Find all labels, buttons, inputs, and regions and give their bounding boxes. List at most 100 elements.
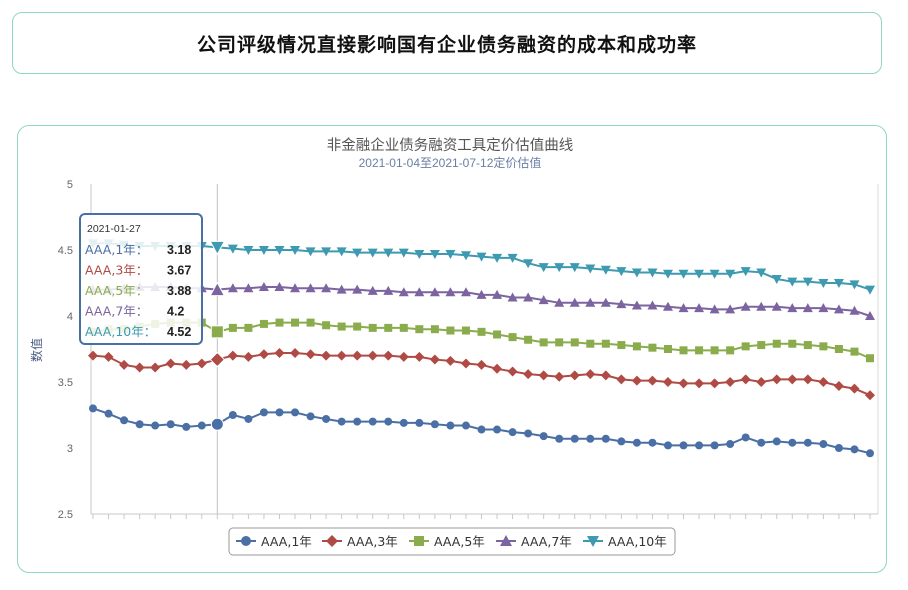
data-point — [678, 303, 689, 313]
data-point — [291, 318, 300, 327]
data-point — [850, 445, 859, 454]
data-point — [771, 374, 782, 385]
series-line — [92, 351, 871, 397]
data-point — [725, 377, 736, 387]
chart-subtitle: 2021-01-04至2021-07-12定价估值 — [359, 155, 542, 170]
data-point — [772, 339, 781, 348]
data-point — [275, 408, 284, 417]
data-point — [414, 351, 425, 362]
data-point — [756, 301, 767, 311]
data-point — [384, 323, 393, 332]
tooltip-series-label: AAA,5年： — [85, 283, 148, 298]
data-point — [849, 280, 860, 290]
data-point — [787, 303, 798, 313]
data-point — [274, 347, 285, 358]
data-point — [555, 338, 564, 347]
data-point — [321, 350, 332, 361]
data-point — [305, 247, 316, 257]
data-point — [493, 330, 502, 339]
data-point — [586, 434, 595, 443]
data-point — [430, 420, 439, 429]
data-point — [709, 378, 720, 389]
data-point — [119, 359, 130, 370]
data-point — [662, 377, 673, 387]
legend-item-2[interactable]: AAA,3年 — [322, 534, 398, 549]
data-point — [244, 414, 253, 423]
data-point — [570, 434, 579, 443]
data-point — [740, 374, 751, 385]
data-point — [383, 350, 394, 361]
data-point — [569, 370, 580, 381]
data-point — [104, 409, 113, 418]
data-point — [865, 311, 875, 320]
data-point — [460, 287, 471, 297]
data-point — [834, 345, 843, 353]
data-point — [210, 325, 224, 339]
data-point — [741, 342, 750, 351]
tooltip-series-label: AAA,1年： — [85, 242, 148, 257]
data-point — [429, 249, 440, 259]
y-tick-label: 3 — [67, 443, 73, 455]
legend-label: AAA,10年 — [608, 534, 667, 549]
legend-item-5[interactable]: AAA,10年 — [583, 534, 667, 549]
data-point — [866, 449, 874, 458]
data-point — [305, 349, 316, 360]
data-point — [209, 240, 226, 256]
data-point — [802, 277, 813, 287]
data-point — [165, 358, 176, 369]
data-point — [740, 267, 751, 277]
data-point — [150, 362, 161, 373]
data-point — [740, 301, 751, 311]
data-point — [834, 444, 843, 452]
legend-item-1[interactable]: AAA,1年 — [236, 534, 312, 549]
tooltip: 2021-01-27 AAA,1年： 3.18 AAA,3年： 3.67 AAA,5年： 3… — [79, 213, 203, 345]
data-point — [258, 281, 269, 291]
data-point — [850, 347, 859, 356]
legend-item-3[interactable]: AAA,5年 — [409, 534, 485, 549]
data-point — [632, 438, 641, 447]
data-point — [802, 303, 813, 313]
data-point — [679, 346, 688, 355]
data-point — [569, 297, 580, 307]
data-point — [500, 535, 512, 546]
data-point — [228, 411, 237, 419]
data-point — [460, 358, 471, 369]
data-point — [555, 434, 564, 443]
data-point — [197, 421, 206, 430]
data-point — [585, 264, 596, 274]
data-point — [600, 370, 611, 381]
legend-label: AAA,3年 — [347, 534, 398, 549]
data-point — [507, 292, 518, 302]
data-point — [399, 323, 408, 332]
data-point — [523, 369, 534, 380]
data-point — [290, 283, 301, 293]
y-axis-label: 数值 — [29, 338, 44, 362]
data-point — [429, 354, 440, 365]
data-point — [414, 249, 425, 259]
data-point — [290, 347, 301, 358]
data-point — [244, 323, 253, 332]
data-point — [725, 304, 736, 314]
tooltip-date: 2021-01-27 — [87, 223, 141, 235]
legend-label: AAA,5年 — [434, 534, 485, 549]
data-point — [833, 304, 844, 314]
data-point — [849, 383, 860, 394]
series-line — [93, 242, 871, 291]
data-point — [757, 341, 766, 350]
data-point — [524, 335, 533, 344]
data-point — [662, 269, 673, 279]
tooltip-value: 3.67 — [167, 264, 191, 278]
data-point — [694, 269, 705, 279]
data-point — [337, 417, 346, 426]
data-point — [694, 378, 705, 389]
data-point — [585, 297, 596, 307]
data-point — [384, 417, 393, 426]
data-point — [227, 244, 238, 254]
legend[interactable]: AAA,1年 AAA,3年 AAA,5年 AAA,7年 AAA,10年 — [228, 527, 676, 556]
data-point — [587, 536, 599, 547]
data-point — [414, 287, 425, 297]
data-point — [787, 277, 798, 287]
data-point — [833, 279, 844, 288]
data-point — [695, 346, 704, 355]
legend-item-4[interactable]: AAA,7年 — [496, 534, 572, 549]
